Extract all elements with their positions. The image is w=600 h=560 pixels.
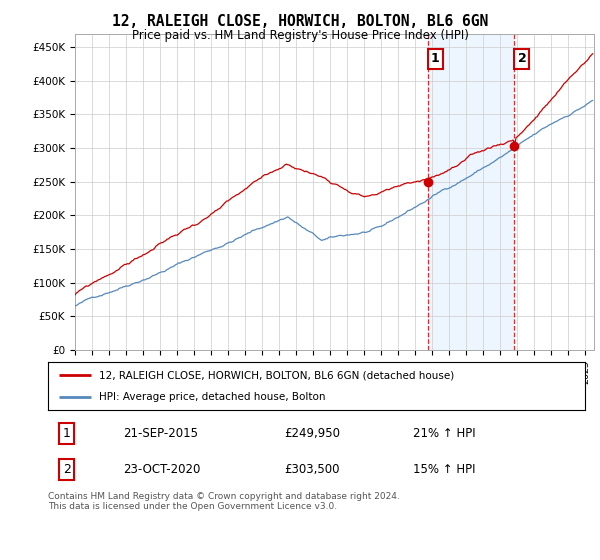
Text: £303,500: £303,500 xyxy=(284,463,340,476)
Text: 1: 1 xyxy=(431,53,440,66)
Text: 12, RALEIGH CLOSE, HORWICH, BOLTON, BL6 6GN: 12, RALEIGH CLOSE, HORWICH, BOLTON, BL6 … xyxy=(112,14,488,29)
Text: 15% ↑ HPI: 15% ↑ HPI xyxy=(413,463,476,476)
Text: 21% ↑ HPI: 21% ↑ HPI xyxy=(413,427,476,440)
Text: HPI: Average price, detached house, Bolton: HPI: Average price, detached house, Bolt… xyxy=(99,392,326,402)
Text: 23-OCT-2020: 23-OCT-2020 xyxy=(123,463,200,476)
Text: 2: 2 xyxy=(518,53,526,66)
Text: 2: 2 xyxy=(63,463,71,476)
Text: Contains HM Land Registry data © Crown copyright and database right 2024.
This d: Contains HM Land Registry data © Crown c… xyxy=(48,492,400,511)
Text: 1: 1 xyxy=(63,427,71,440)
Text: £249,950: £249,950 xyxy=(284,427,340,440)
Text: 21-SEP-2015: 21-SEP-2015 xyxy=(123,427,198,440)
Text: Price paid vs. HM Land Registry's House Price Index (HPI): Price paid vs. HM Land Registry's House … xyxy=(131,29,469,42)
Text: 12, RALEIGH CLOSE, HORWICH, BOLTON, BL6 6GN (detached house): 12, RALEIGH CLOSE, HORWICH, BOLTON, BL6 … xyxy=(99,370,454,380)
